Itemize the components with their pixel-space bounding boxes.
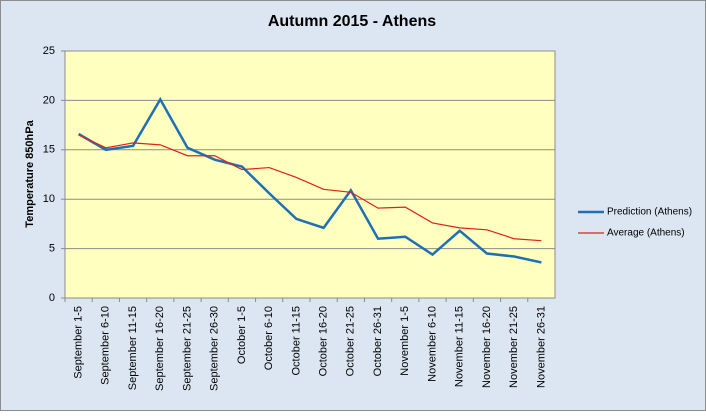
x-tick-label: September 16-20 [154, 306, 166, 391]
x-tick-label: September 26-30 [209, 306, 221, 391]
x-tick-label: October 1-5 [236, 306, 248, 364]
x-tick-label: September 11-15 [127, 306, 139, 390]
x-tick-label: October 21-25 [345, 306, 357, 376]
x-tick-label: November 6-10 [426, 306, 438, 382]
x-tick-label: September 21-25 [181, 306, 193, 391]
y-tick-label: 20 [43, 94, 55, 106]
legend-label: Prediction (Athens) [607, 207, 692, 218]
y-tick-label: 0 [49, 292, 55, 304]
legend-label: Average (Athens) [607, 228, 685, 239]
y-tick-label: 5 [49, 243, 55, 255]
x-tick-label: October 6-10 [263, 306, 275, 370]
x-tick-label: September 1-5 [73, 306, 85, 379]
y-tick-label: 25 [43, 45, 55, 57]
series-line [77, 96, 542, 264]
series-line [78, 134, 542, 242]
plot-area [64, 50, 556, 299]
y-tick-label: 15 [43, 144, 55, 156]
chart-title: Autumn 2015 - Athens [268, 13, 436, 30]
x-tick-label: September 6-10 [100, 306, 112, 385]
y-axis-title: Temperature 850hPa [24, 119, 36, 227]
y-tick-label: 10 [43, 193, 55, 205]
x-tick-label: November 16-20 [481, 306, 493, 388]
x-tick-label: November 26-31 [535, 306, 547, 388]
x-tick-label: November 11-15 [454, 306, 466, 387]
x-tick-label: November 1-5 [399, 306, 411, 376]
x-tick-label: October 11-15 [290, 306, 302, 376]
x-tick-label: October 26-31 [372, 306, 384, 376]
x-tick-label: November 21-25 [508, 306, 520, 388]
x-tick-label: October 16-20 [318, 306, 330, 376]
